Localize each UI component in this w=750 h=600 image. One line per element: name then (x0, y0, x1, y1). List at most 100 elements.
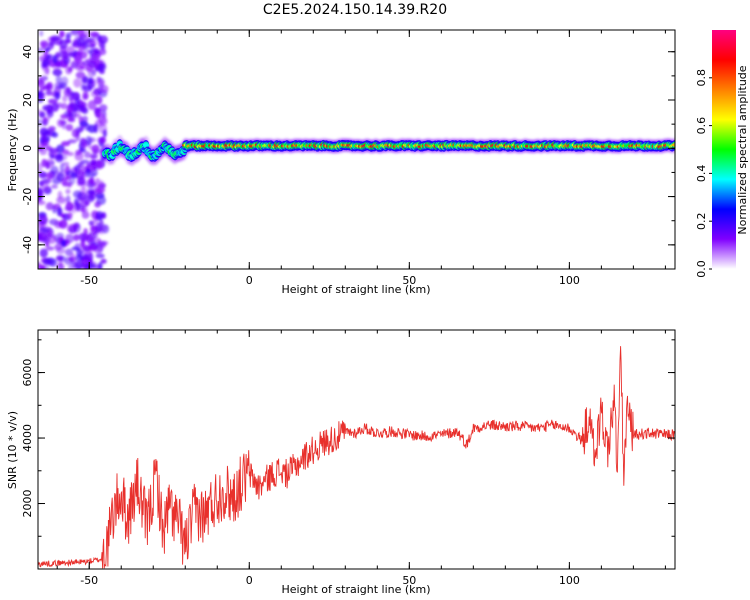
heatmap-cell (39, 248, 48, 258)
heatmap-cell (80, 159, 89, 164)
heatmap-cell (65, 32, 72, 39)
spectrogram-y-tick-label: -20 (21, 188, 34, 206)
heatmap-cell (78, 254, 84, 262)
heatmap-cell (70, 252, 76, 261)
snr-frame (37, 329, 676, 570)
heatmap-cell (87, 253, 93, 264)
heatmap-cell (67, 212, 73, 219)
heatmap-cell (46, 82, 53, 90)
heatmap-cell (78, 232, 89, 242)
heatmap-cell (96, 76, 101, 83)
snr-ticks: -50 0 50 100 2000 4000 6000 (21, 330, 675, 587)
heatmap-cell (38, 162, 43, 173)
heatmap-cell (58, 257, 63, 267)
heatmap-cell (53, 92, 61, 100)
heatmap-cell (62, 95, 68, 103)
heatmap-cell (68, 102, 78, 108)
heatmap-cell (90, 90, 99, 98)
colorbar-tick-label: 0.6 (695, 117, 708, 135)
heatmap-cell (44, 47, 51, 52)
snr-plot-area (38, 330, 675, 569)
spectrogram-y-tick-label: 20 (21, 93, 34, 107)
heatmap-cell (68, 176, 76, 185)
colorbar-tick-label: 0.8 (695, 69, 708, 87)
snr-y-tick-label: 4000 (21, 424, 34, 452)
heatmap-cell (38, 142, 42, 147)
spectrogram-ticks: -50 0 50 100 -40 -20 0 20 40 (21, 30, 675, 287)
spectrogram-panel: -50 0 50 100 -40 -20 0 20 40 Height of straight … (6, 29, 676, 296)
heatmap-cell (73, 78, 82, 88)
heatmap-cell (75, 112, 81, 118)
heatmap-cell (93, 123, 98, 134)
heatmap-cell (57, 191, 63, 199)
heatmap-cell (97, 240, 108, 247)
heatmap-cell (70, 172, 78, 179)
heatmap-cell (86, 49, 91, 54)
heatmap-cell (85, 135, 92, 146)
snr-panel: -50 0 50 100 2000 4000 6000 Height of straight… (6, 329, 676, 596)
colorbar-ticks: 0.0 0.2 0.4 0.6 0.8 (695, 69, 712, 278)
heatmap-cell (87, 100, 97, 111)
heatmap-cell (60, 76, 69, 86)
heatmap-cell (93, 95, 103, 105)
snr-x-tick-label: 100 (559, 574, 580, 587)
spectrogram-y-tick-label: -40 (21, 236, 34, 254)
heatmap-cell (95, 111, 105, 119)
heatmap-cell (47, 98, 58, 104)
heatmap-cell (95, 210, 104, 221)
heatmap-cell (61, 50, 69, 59)
heatmap-cell (53, 221, 63, 229)
heatmap-cell (77, 127, 83, 133)
heatmap-cell (83, 228, 88, 234)
heatmap-cell (51, 132, 59, 138)
heatmap-cell (66, 46, 75, 55)
heatmap-cell (98, 48, 107, 56)
heatmap-cell (84, 200, 90, 206)
heatmap-cell (46, 171, 53, 181)
heatmap-cell (99, 39, 106, 50)
heatmap-cell (99, 136, 107, 144)
heatmap-cell (74, 54, 83, 65)
snr-series-line (38, 346, 675, 569)
heatmap-cell (87, 144, 95, 150)
heatmap-cell (72, 39, 78, 47)
heatmap-cell (76, 265, 82, 269)
heatmap-cell (87, 43, 96, 49)
heatmap-cell (75, 71, 86, 79)
heatmap-cell (93, 166, 99, 171)
heatmap-cell (62, 149, 69, 155)
heatmap-cell (38, 75, 48, 82)
heatmap-cell (45, 202, 54, 211)
spectrogram-y-tick-label: 40 (21, 45, 34, 59)
heatmap-cell (51, 102, 59, 112)
heatmap-cell (59, 30, 65, 38)
snr-x-tick-label: 50 (402, 574, 416, 587)
heatmap-cell (65, 233, 75, 244)
heatmap-cell (45, 246, 55, 251)
heatmap-cell (95, 253, 105, 259)
heatmap-cell (95, 192, 105, 199)
heatmap-cell (142, 143, 150, 147)
heatmap-cell (72, 190, 83, 199)
heatmap-cell (98, 123, 108, 134)
heatmap-cell (91, 32, 101, 41)
heatmap-cell (76, 37, 86, 48)
spectrogram-x-tick-label: 0 (246, 274, 253, 287)
heatmap-cell (671, 143, 675, 147)
heatmap-cell (60, 102, 68, 110)
heatmap-cell (42, 116, 51, 122)
heatmap-cell (93, 231, 99, 239)
heatmap-cell (77, 196, 88, 202)
spectrogram-x-tick-label: 100 (559, 274, 580, 287)
heatmap-cell (61, 161, 70, 166)
chart-title: C2E5.2024.150.14.39.R20 (263, 2, 447, 18)
heatmap-cell (56, 196, 67, 204)
heatmap-cell (100, 225, 108, 231)
heatmap-cell (52, 68, 63, 77)
heatmap-cell (45, 145, 53, 151)
heatmap-cell (67, 52, 77, 58)
heatmap-layer (38, 30, 675, 269)
heatmap-cell (65, 66, 73, 75)
heatmap-cell (47, 231, 53, 238)
